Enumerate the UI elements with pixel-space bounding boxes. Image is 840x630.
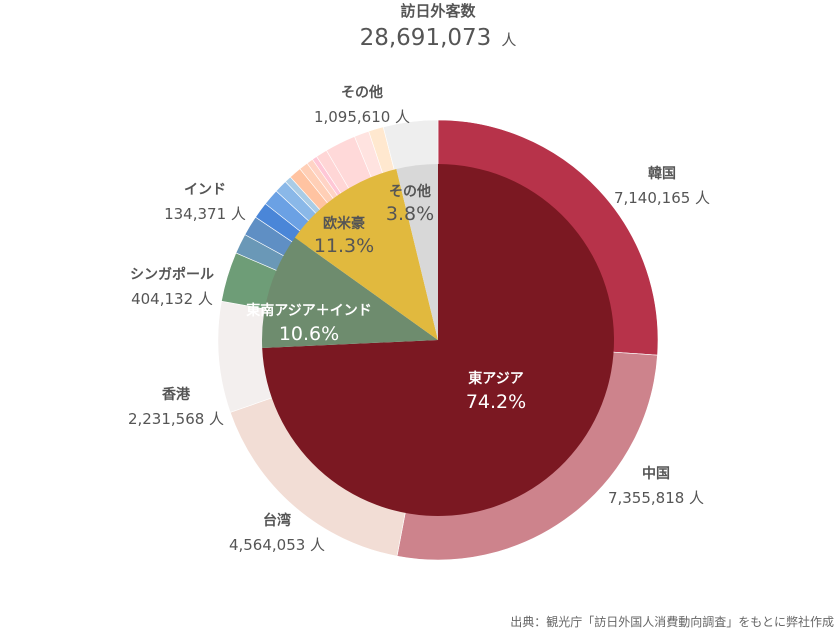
inner-slice-western: [294, 169, 438, 340]
label-hongkong-value: 2,231,568 人: [128, 410, 224, 428]
label-korea-value: 7,140,165 人: [614, 189, 710, 207]
inner-label-western-name: 欧米豪: [323, 215, 365, 232]
label-singapore-name: シンガポール: [130, 266, 214, 283]
label-others-name: その他: [341, 84, 383, 101]
inner-slice-southeast-asia-india: [262, 237, 438, 349]
inner-label-east-asia-pct: 74.2%: [466, 391, 526, 413]
label-taiwan-name: 台湾: [263, 512, 291, 529]
label-hongkong-name: 香港: [161, 386, 191, 403]
label-taiwan-value: 4,564,053 人: [229, 536, 325, 554]
total-value: 28,691,073: [360, 25, 492, 51]
inner-label-other-pct: 3.8%: [386, 203, 434, 225]
inner-label-east-asia-name: 東アジア: [468, 370, 523, 387]
inner-slice-east-asia: [262, 164, 615, 516]
inner-label-other-name: その他: [389, 183, 431, 200]
chart-title: 訪日外客数: [400, 2, 476, 20]
label-others-value: 1,095,610 人: [314, 108, 410, 126]
label-china-name: 中国: [642, 465, 670, 482]
label-singapore-value: 404,132 人: [131, 290, 213, 308]
inner-label-western-pct: 11.3%: [314, 235, 374, 257]
inner-label-sea-pct: 10.6%: [279, 323, 339, 345]
total-unit: 人: [501, 31, 516, 49]
label-india-name: インド: [184, 182, 226, 198]
inner-pie: [262, 164, 615, 516]
total-visitors: 28,691,073 人: [360, 25, 517, 51]
label-india-value: 134,371 人: [164, 205, 246, 223]
inner-slice-other: [396, 164, 438, 340]
label-china-value: 7,355,818 人: [608, 489, 704, 507]
label-korea-name: 韓国: [648, 165, 676, 182]
inner-label-sea-name: 東南アジア＋インド: [246, 302, 371, 319]
source-note: 出典：観光庁「訪日外国人消費動向調査」をもとに弊社作成: [510, 614, 834, 629]
